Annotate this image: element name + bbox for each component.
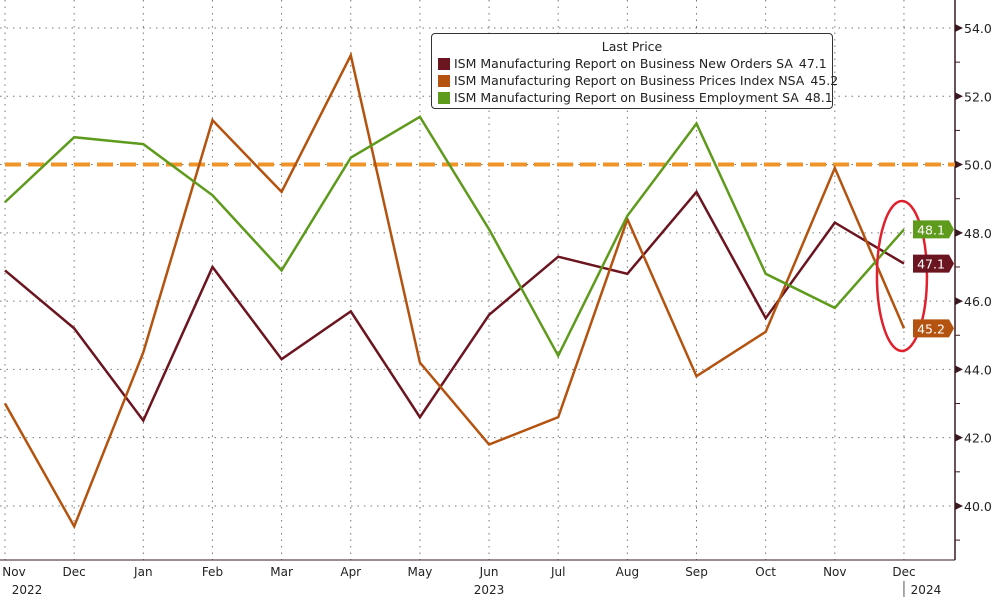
tick-marker (955, 297, 963, 306)
last-value-label: 47.1 (917, 257, 945, 272)
series-line-prices (3, 51, 906, 530)
x-tick-label: May (407, 565, 432, 579)
annotation-ellipse (875, 199, 929, 353)
tick-marker (955, 160, 963, 169)
legend-item-prices: ISM Manufacturing Report on Business Pri… (438, 72, 838, 89)
y-tick-label: 54.0 (964, 21, 992, 36)
legend-item-new-orders: ISM Manufacturing Report on Business New… (438, 55, 827, 72)
last-value-tag (913, 220, 954, 239)
y-tick-label: 46.0 (964, 294, 992, 309)
y-tick-label: 48.0 (964, 226, 992, 241)
last-value-tag (913, 319, 954, 338)
x-tick-label: Jul (550, 565, 565, 579)
tick-marker (955, 433, 963, 442)
x-tick-label: Mar (270, 565, 293, 579)
x-tick-label: Nov (2, 565, 25, 579)
tick-marker (955, 24, 963, 32)
x-tick-label: Jun (479, 565, 499, 579)
year-label: 2023 (474, 583, 505, 597)
legend-swatch (438, 74, 450, 87)
x-tick-label: Jan (133, 565, 153, 579)
y-tick-label: 40.0 (964, 499, 992, 514)
tick-marker (955, 501, 963, 510)
year-label: 2024 (911, 583, 942, 597)
tick-marker (955, 365, 963, 374)
legend-swatch (438, 91, 450, 104)
legend-swatch (438, 57, 450, 70)
last-value-tag (913, 254, 954, 273)
year-label: 2022 (12, 583, 43, 597)
tick-marker (955, 92, 963, 101)
x-tick-label: Dec (63, 565, 86, 579)
y-tick-label: 50.0 (964, 158, 992, 173)
legend: Last Price ISM Manufacturing Report on B… (431, 33, 838, 109)
x-tick-label: Dec (892, 565, 915, 579)
legend-title: Last Price (601, 39, 663, 54)
x-tick-label: Feb (202, 565, 223, 579)
series-line-employment (4, 115, 905, 359)
series-line-new-orders (4, 189, 905, 424)
x-tick-label: Sep (685, 565, 708, 579)
x-tick-label: Apr (340, 565, 361, 579)
x-tick-label: Oct (755, 565, 776, 579)
x-tick-label: Aug (616, 565, 639, 579)
tick-marker (955, 228, 963, 237)
y-tick-label: 42.0 (964, 431, 992, 446)
x-tick-label: Nov (823, 565, 846, 579)
y-tick-label: 52.0 (964, 89, 992, 104)
legend-item-employment: ISM Manufacturing Report on Business Emp… (438, 89, 833, 106)
last-value-label: 48.1 (917, 222, 945, 237)
y-tick-label: 44.0 (964, 362, 992, 377)
last-value-label: 45.2 (917, 321, 945, 336)
